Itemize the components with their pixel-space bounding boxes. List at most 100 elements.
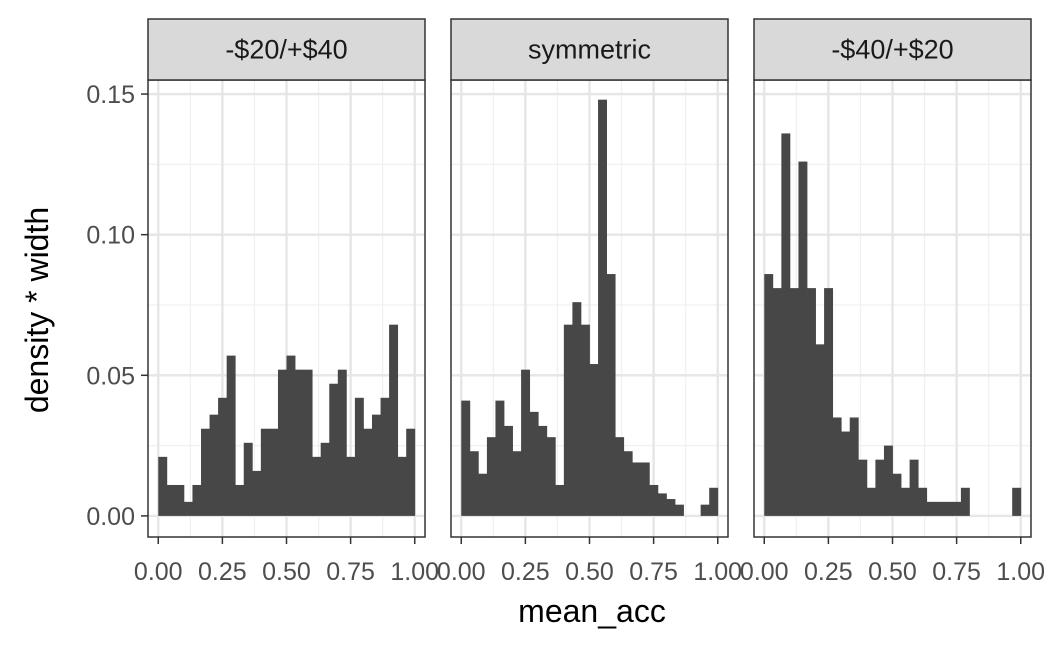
histogram-bar bbox=[1012, 487, 1022, 516]
histogram-bar bbox=[789, 288, 799, 516]
histogram-bar bbox=[329, 383, 339, 516]
histogram-bar bbox=[909, 459, 919, 516]
histogram-bar bbox=[700, 504, 710, 516]
histogram-bar bbox=[832, 417, 842, 516]
x-tick-label: 1.00 bbox=[390, 558, 439, 586]
histogram-bar bbox=[201, 428, 210, 516]
y-tick-label: 0.10 bbox=[86, 222, 135, 250]
histogram-bar bbox=[960, 487, 970, 516]
histogram-bar bbox=[312, 456, 322, 516]
histogram-bar bbox=[615, 437, 625, 516]
histogram-bar bbox=[875, 459, 885, 516]
histogram-bar bbox=[529, 411, 539, 516]
histogram-bar bbox=[858, 459, 868, 516]
histogram-bar bbox=[640, 462, 650, 516]
histogram-bar bbox=[243, 442, 253, 516]
histogram-bar bbox=[337, 369, 347, 516]
histogram-bar bbox=[815, 344, 825, 516]
histogram-bar bbox=[798, 161, 808, 516]
histogram-bar bbox=[495, 400, 505, 516]
x-tick-label: 0.25 bbox=[804, 558, 853, 586]
histogram-bar bbox=[226, 355, 236, 516]
histogram-bars bbox=[764, 133, 1022, 516]
histogram-bar bbox=[772, 288, 782, 516]
histogram-bar bbox=[935, 501, 945, 516]
histogram-bar bbox=[389, 324, 399, 516]
y-tick-label: 0.00 bbox=[86, 503, 135, 531]
x-tick-label: 0.50 bbox=[565, 558, 614, 586]
histogram-bar bbox=[175, 484, 185, 516]
histogram-bar bbox=[598, 99, 607, 516]
x-tick-label: 0.75 bbox=[326, 558, 375, 586]
facet-panel: symmetric 0.00 0.25 0.50 0.75 1.00 bbox=[437, 18, 742, 586]
histogram-bar bbox=[158, 456, 168, 516]
histogram-bar bbox=[892, 473, 902, 516]
histogram-bar bbox=[632, 462, 642, 516]
histogram-bar bbox=[521, 369, 531, 516]
histogram-bar bbox=[918, 487, 928, 516]
histogram-bar bbox=[926, 501, 936, 516]
histogram-bar bbox=[546, 437, 556, 516]
histogram-bar bbox=[380, 397, 390, 516]
facet-strip bbox=[753, 18, 1032, 81]
histogram-bar bbox=[849, 417, 859, 516]
x-tick-label: 1.00 bbox=[693, 558, 742, 586]
facet-strip bbox=[147, 18, 426, 81]
histogram-bar bbox=[883, 445, 893, 516]
histogram-bar bbox=[952, 501, 962, 516]
histogram-bar bbox=[183, 501, 193, 516]
facet-strip-label: -$20/+$40 bbox=[225, 35, 347, 65]
x-tick-label: 0.25 bbox=[198, 558, 247, 586]
y-axis: 0.00 0.05 0.10 0.15 bbox=[86, 81, 148, 531]
histogram-bar bbox=[295, 369, 304, 516]
x-tick-label: 0.00 bbox=[437, 558, 486, 586]
x-tick-label: 1.00 bbox=[996, 558, 1045, 586]
x-tick-label: 0.00 bbox=[134, 558, 183, 586]
histogram-bar bbox=[512, 451, 522, 516]
histogram-bar bbox=[354, 397, 364, 516]
histogram-bar bbox=[478, 473, 488, 516]
histogram-bar bbox=[235, 484, 245, 516]
histogram-bar bbox=[363, 428, 373, 516]
histogram-bar bbox=[606, 274, 616, 516]
histogram-bar bbox=[397, 456, 407, 516]
histogram-bar bbox=[841, 431, 851, 516]
histogram-bar bbox=[555, 484, 565, 516]
histogram-bar bbox=[572, 302, 582, 516]
histogram-bar bbox=[346, 456, 356, 516]
histogram-bar bbox=[901, 487, 910, 516]
histogram-bar bbox=[277, 369, 287, 516]
histogram-bar bbox=[674, 504, 684, 516]
histogram-bar bbox=[209, 414, 219, 516]
x-tick-label: 0.50 bbox=[868, 558, 917, 586]
histogram-bar bbox=[486, 437, 496, 516]
histogram-bar bbox=[781, 133, 791, 516]
histogram-bar bbox=[371, 414, 381, 516]
histogram-bar bbox=[623, 451, 633, 516]
histogram-bar bbox=[866, 487, 876, 516]
histogram-bar bbox=[218, 397, 228, 516]
histogram-bar bbox=[461, 400, 471, 516]
histogram-bar bbox=[807, 288, 816, 516]
histogram-bar bbox=[589, 364, 599, 516]
facet-strip-label: symmetric bbox=[528, 35, 651, 65]
histogram-bar bbox=[580, 324, 590, 516]
histogram-bar bbox=[269, 428, 279, 516]
y-tick-label: 0.05 bbox=[86, 362, 135, 390]
histogram-bar bbox=[286, 355, 296, 516]
x-axis-title: mean_acc bbox=[518, 593, 666, 629]
histogram-bar bbox=[649, 484, 659, 516]
y-axis-title: density * width bbox=[19, 207, 55, 413]
histogram-bar bbox=[504, 425, 513, 516]
facet-strip bbox=[450, 18, 729, 81]
histogram-bar bbox=[469, 451, 479, 516]
histogram-bar bbox=[709, 487, 719, 516]
facet-panel: -$40/+$20 0.00 0.25 0.50 0.75 1.00 bbox=[740, 18, 1045, 586]
x-tick-label: 0.00 bbox=[740, 558, 789, 586]
x-tick-label: 0.25 bbox=[501, 558, 550, 586]
histogram-bar bbox=[538, 425, 548, 516]
panels-layer: -$20/+$40 0.00 0.25 0.50 0.75 1.00 symmetric 0.… bbox=[134, 18, 1045, 586]
histogram-bar bbox=[192, 484, 202, 516]
histogram-bar bbox=[657, 493, 667, 516]
